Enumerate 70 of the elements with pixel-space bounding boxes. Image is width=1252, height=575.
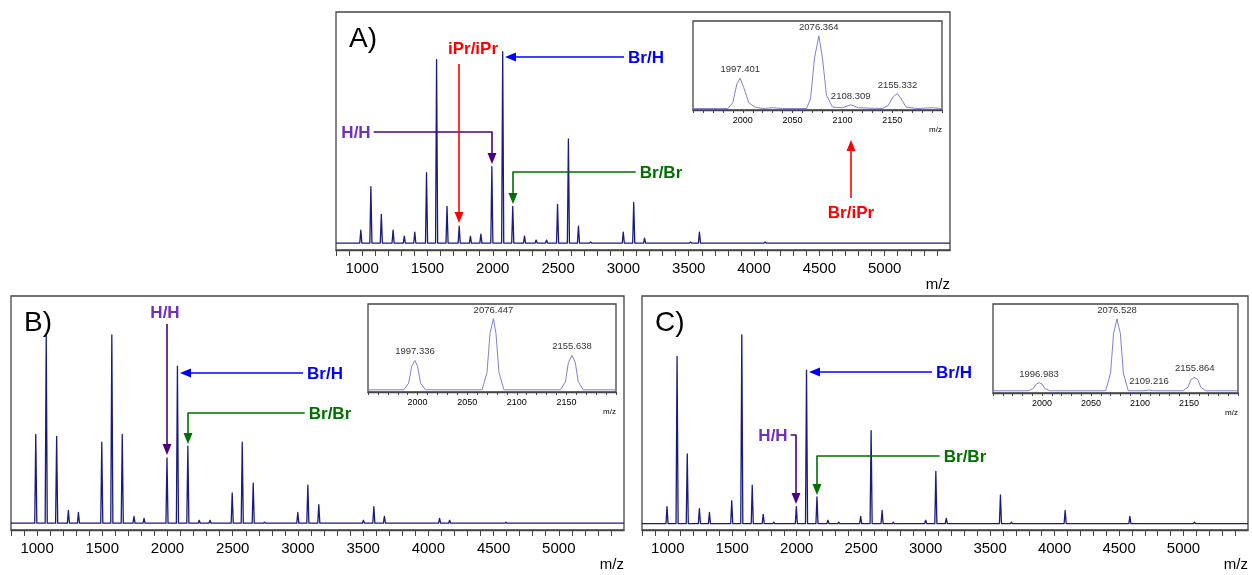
- x-tick-label: 2000: [732, 114, 753, 125]
- x-tick-label: 2500: [541, 259, 575, 276]
- x-tick-label: 4500: [1102, 539, 1136, 556]
- x-tick-label: 3500: [346, 539, 380, 556]
- x-tick-label: 3500: [672, 259, 706, 276]
- x-tick-label: 2500: [844, 539, 878, 556]
- x-tick-label: 3000: [606, 259, 641, 276]
- x-tick-label: 2050: [457, 396, 478, 407]
- x-tick-label: 4000: [1037, 539, 1072, 556]
- annotation: Br/H: [307, 363, 343, 383]
- annotation: Br/Br: [639, 162, 683, 182]
- annotation: 2076.364: [799, 20, 839, 32]
- annotation: H/H: [341, 122, 371, 142]
- x-tick-label: 1500: [410, 259, 445, 276]
- x-tick-label: 2150: [882, 114, 903, 125]
- x-axis-title: m/z: [929, 124, 942, 134]
- x-axis-title: m/z: [1223, 555, 1248, 572]
- x-tick-label: 4000: [737, 259, 771, 276]
- x-tick-label: 2000: [476, 259, 510, 276]
- x-tick-label: 4500: [802, 259, 837, 276]
- x-axis-title: m/z: [1225, 407, 1238, 417]
- x-tick-label: 1000: [20, 539, 54, 556]
- x-tick-label: 5000: [542, 539, 576, 556]
- x-tick-label: 2050: [782, 114, 803, 125]
- x-tick-label: 4000: [411, 539, 446, 556]
- chart-title: C): [655, 305, 685, 337]
- annotation: iPr/iPr: [447, 38, 499, 58]
- x-tick-label: 2150: [556, 396, 577, 407]
- annotation: 1996.983: [1019, 367, 1059, 379]
- annotation: 2076.528: [1097, 303, 1137, 315]
- x-tick-label: 3500: [973, 539, 1007, 556]
- x-axis-title: m/z: [925, 275, 950, 292]
- annotation: 2109.216: [1129, 375, 1169, 387]
- x-tick-label: 3000: [908, 539, 943, 556]
- annotation: Br/Br: [308, 403, 352, 423]
- annotation: Br/Br: [943, 446, 987, 466]
- x-tick-label: 3000: [281, 539, 315, 556]
- annotation: 2108.309: [830, 89, 871, 101]
- x-axis-title: m/z: [599, 555, 624, 572]
- x-tick-label: 2000: [407, 396, 428, 407]
- x-tick-label: 5000: [867, 259, 902, 276]
- x-tick-label: 1000: [345, 259, 379, 276]
- x-tick-label: 1500: [85, 539, 119, 556]
- x-tick-label: 2100: [1129, 397, 1151, 408]
- text: H/H: [150, 302, 180, 322]
- annotation: 2076.447: [473, 303, 514, 315]
- x-tick-label: 1500: [715, 539, 749, 556]
- x-axis-title: m/z: [603, 406, 616, 416]
- x-tick-label: 5000: [1166, 539, 1201, 556]
- x-tick-label: 2000: [1031, 397, 1053, 408]
- annotation: Br/iPr: [827, 202, 875, 222]
- annotation: 1997.401: [720, 63, 761, 75]
- x-tick-label: 2100: [832, 114, 853, 125]
- annotation: Br/H: [936, 362, 972, 382]
- x-tick-label: 2150: [1178, 397, 1200, 408]
- x-tick-label: 2100: [506, 396, 527, 407]
- annotation: Br/H: [628, 47, 664, 67]
- annotation: 2155.638: [552, 340, 592, 352]
- x-tick-label: 2050: [1080, 397, 1102, 408]
- x-tick-label: 4500: [476, 539, 511, 556]
- annotation: 1997.336: [395, 345, 435, 357]
- x-tick-label: 2000: [150, 539, 185, 556]
- x-tick-label: 1000: [651, 539, 685, 556]
- chart-title: A): [349, 21, 377, 53]
- annotation: H/H: [758, 425, 788, 445]
- annotation: 2155.332: [877, 78, 918, 90]
- chart-title: B): [24, 305, 52, 337]
- x-tick-label: 2500: [216, 539, 250, 556]
- annotation: 2155.864: [1174, 362, 1215, 374]
- x-tick-label: 2000: [780, 539, 814, 556]
